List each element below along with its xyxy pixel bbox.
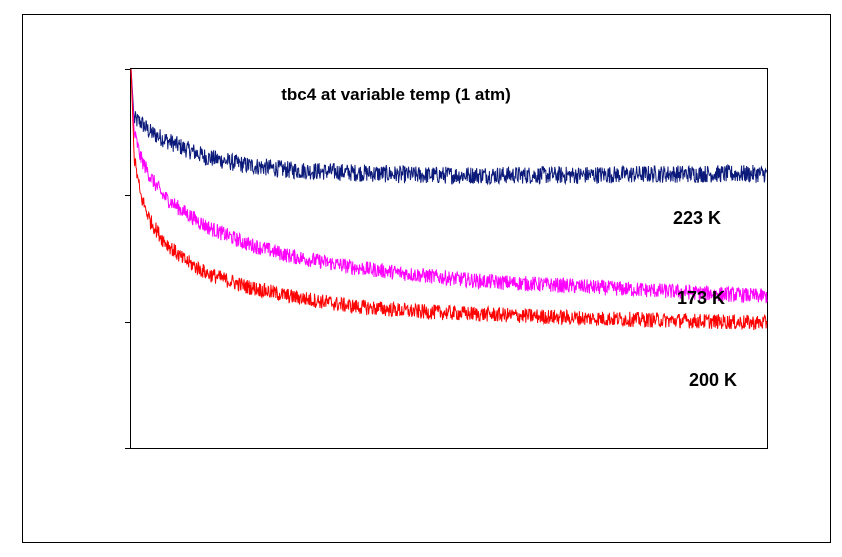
plot-area (130, 68, 768, 449)
series-label-173k: 173 K (677, 288, 725, 308)
series-layer (130, 68, 768, 331)
series-label-200k: 200 K (689, 370, 737, 390)
series-line-173k (130, 68, 768, 304)
series-line-223k (130, 68, 768, 186)
series-label-223k: 223 K (673, 208, 721, 228)
series-labels: 223 K 173 K 200 K (673, 208, 737, 390)
y-axis-ticks (125, 69, 131, 449)
chart-title: tbc4 at variable temp (1 atm) (281, 85, 511, 104)
series-line-200k (130, 68, 768, 331)
